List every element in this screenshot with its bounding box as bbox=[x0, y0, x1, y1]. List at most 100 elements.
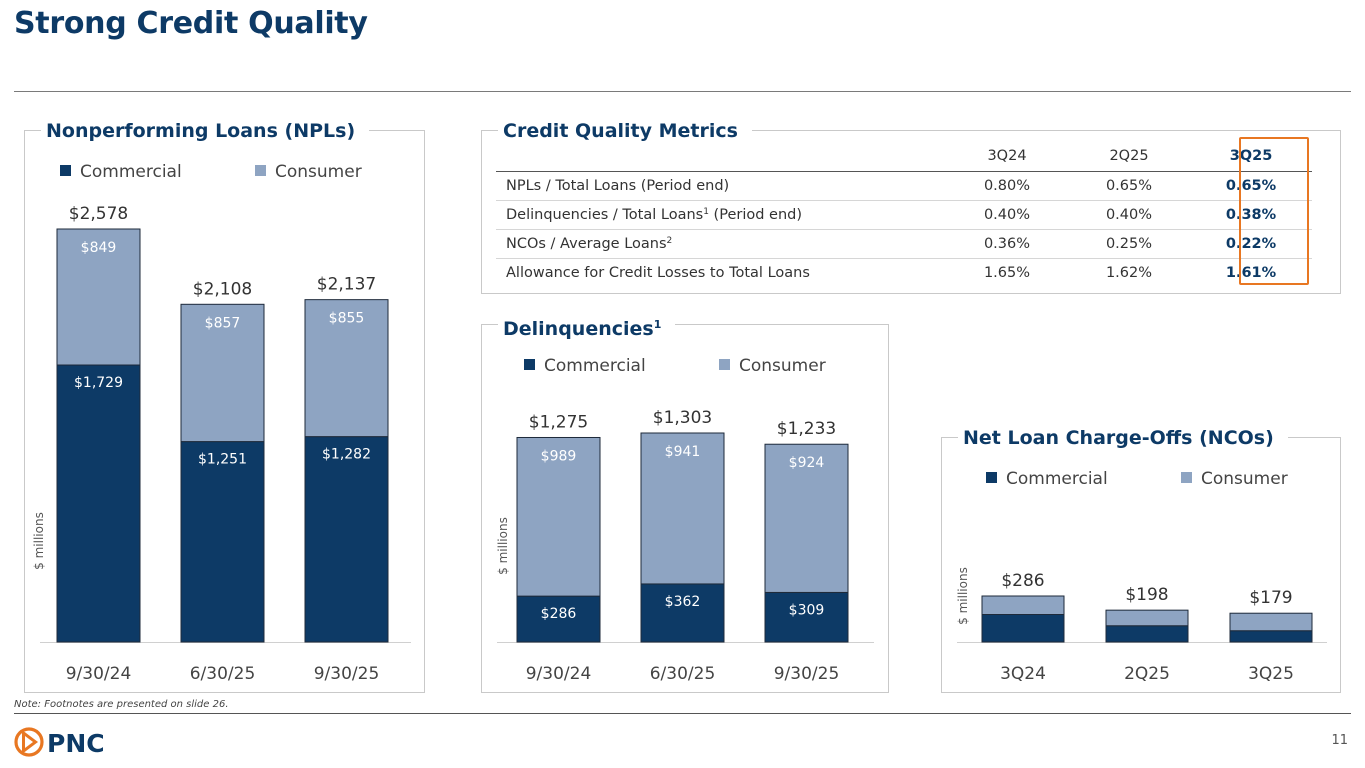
metrics-cell: 0.80% bbox=[946, 171, 1068, 201]
nco-panel-title: Net Loan Charge-Offs (NCOs) bbox=[958, 425, 1288, 451]
npl-data-label-consumer-1: $857 bbox=[205, 315, 241, 331]
footnote: Note: Footnotes are presented on slide 2… bbox=[14, 699, 229, 710]
page-number: 11 bbox=[1331, 733, 1348, 748]
pnc-logo: PNC bbox=[14, 727, 105, 758]
npl-category-label-0: 9/30/24 bbox=[66, 664, 132, 684]
metrics-cell: 1.62% bbox=[1105, 264, 1153, 281]
npl-bar-commercial-1 bbox=[180, 441, 265, 643]
metrics-col-3q24: 3Q24 bbox=[946, 142, 1068, 172]
npl-legend-consumer: Consumer bbox=[255, 162, 362, 182]
metrics-panel: Credit Quality Metrics 3Q24 2Q25 3Q25 NP… bbox=[481, 118, 1341, 294]
npl-data-label-commercial-2: $1,282 bbox=[322, 447, 371, 463]
npl-bar-consumer-1 bbox=[180, 303, 265, 443]
nco-chart: $ millions $286 3Q24 $198 2Q25 $179 3Q25 bbox=[956, 567, 1327, 684]
delinquencies-chart: $ millions $286 $989 $1,275 9/30/24 $362 $941 $… bbox=[496, 408, 874, 684]
delinquencies-category-label-0: 9/30/24 bbox=[526, 664, 592, 684]
pnc-logo-wordmark: PNC bbox=[47, 729, 105, 758]
nco-category-label-1: 2Q25 bbox=[1124, 664, 1170, 684]
delinquencies-data-label-consumer-0: $989 bbox=[541, 448, 577, 464]
y-axis-label: $ millions bbox=[956, 567, 970, 625]
npl-bar-consumer-0 bbox=[56, 228, 141, 366]
metrics-cell: 0.36% bbox=[946, 229, 1068, 259]
npl-legend-commercial: Commercial bbox=[60, 162, 182, 182]
metrics-row-label: Allowance for Credit Losses to Total Loa… bbox=[506, 264, 810, 281]
nco-category-label-2: 3Q25 bbox=[1248, 664, 1294, 684]
npl-category-label-2: 9/30/25 bbox=[314, 664, 380, 684]
delinquencies-data-label-commercial-1: $362 bbox=[665, 594, 701, 610]
delinquencies-data-label-consumer-2: $924 bbox=[789, 455, 825, 471]
delinquencies-panel: Delinquencies1 Commercial Consumer $ mil… bbox=[481, 312, 889, 693]
npl-panel: Nonperforming Loans (NPLs) Commercial Co… bbox=[24, 118, 425, 693]
metrics-cell: 0.40% bbox=[946, 200, 1068, 230]
nco-total-label-2: $179 bbox=[1249, 588, 1292, 608]
delinquencies-data-label-consumer-1: $941 bbox=[665, 444, 701, 460]
table-row: Delinquencies / Total Loans1 (Period end… bbox=[496, 200, 1312, 230]
npl-bar-commercial-0 bbox=[56, 364, 141, 643]
delinquencies-legend-commercial-label: Commercial bbox=[544, 356, 646, 376]
metrics-row-label: NPLs / Total Loans (Period end) bbox=[496, 171, 946, 201]
nco-panel: Net Loan Charge-Offs (NCOs) Commercial C… bbox=[941, 425, 1341, 693]
npl-bar-commercial-2 bbox=[304, 436, 389, 643]
nco-bar-commercial-2 bbox=[1229, 630, 1313, 643]
metrics-row-label: NCOs / Average Loans2 bbox=[496, 229, 946, 259]
npl-total-label-0: $2,578 bbox=[69, 204, 128, 224]
metrics-cell: 1.65% bbox=[983, 264, 1031, 281]
table-row: Allowance for Credit Losses to Total Loa… bbox=[496, 258, 1312, 287]
npl-data-label-commercial-0: $1,729 bbox=[74, 375, 123, 391]
pnc-logo-icon bbox=[14, 727, 44, 757]
delinquencies-total-label-2: $1,233 bbox=[777, 419, 836, 439]
commercial-swatch-icon bbox=[60, 165, 71, 176]
table-row: NCOs / Average Loans2 0.36% 0.25% 0.22% bbox=[496, 229, 1312, 259]
y-axis-label: $ millions bbox=[32, 512, 46, 570]
npl-total-label-1: $2,108 bbox=[193, 279, 252, 299]
npl-data-label-commercial-1: $1,251 bbox=[198, 452, 247, 468]
metrics-col-3q25: 3Q25 bbox=[1190, 142, 1312, 172]
npl-panel-title: Nonperforming Loans (NPLs) bbox=[41, 118, 370, 144]
metrics-cell-current: 1.61% bbox=[1225, 264, 1277, 281]
delinquencies-legend-commercial: Commercial bbox=[524, 356, 646, 376]
metrics-cell-current: 0.65% bbox=[1190, 171, 1312, 201]
metrics-col-2q25: 2Q25 bbox=[1068, 142, 1190, 172]
footer-divider bbox=[14, 713, 1351, 714]
npl-data-label-consumer-2: $855 bbox=[329, 311, 365, 327]
nco-bar-consumer-1 bbox=[1105, 609, 1189, 627]
metrics-cell-current: 0.22% bbox=[1190, 229, 1312, 259]
delinquencies-bar-commercial-1 bbox=[640, 583, 725, 643]
nco-legend-commercial-label: Commercial bbox=[1006, 469, 1108, 489]
metrics-cell: 0.40% bbox=[1068, 200, 1190, 230]
delinquencies-bar-commercial-2 bbox=[764, 591, 849, 643]
delinquencies-bar-consumer-0 bbox=[516, 436, 601, 597]
delinquencies-legend-consumer-label: Consumer bbox=[739, 356, 826, 376]
consumer-swatch-icon bbox=[719, 359, 730, 370]
nco-legend-consumer-label: Consumer bbox=[1201, 469, 1288, 489]
nco-bar-commercial-1 bbox=[1105, 625, 1189, 643]
npl-category-label-1: 6/30/25 bbox=[190, 664, 256, 684]
nco-bar-consumer-2 bbox=[1229, 612, 1313, 632]
commercial-swatch-icon bbox=[524, 359, 535, 370]
consumer-swatch-icon bbox=[255, 165, 266, 176]
nco-bar-consumer-0 bbox=[981, 595, 1065, 615]
nco-total-label-0: $286 bbox=[1001, 571, 1044, 591]
nco-category-label-0: 3Q24 bbox=[1000, 664, 1046, 684]
metrics-panel-title: Credit Quality Metrics bbox=[498, 118, 752, 144]
nco-total-label-1: $198 bbox=[1125, 585, 1168, 605]
metrics-header-row: 3Q24 2Q25 3Q25 bbox=[496, 142, 1312, 172]
page-title: Strong Credit Quality bbox=[14, 6, 368, 41]
npl-total-label-2: $2,137 bbox=[317, 275, 376, 295]
header-divider bbox=[14, 91, 1351, 92]
npl-chart: $ millions $1,729 $849 $2,578 9/30/24 $1,251 $… bbox=[32, 204, 411, 684]
delinquencies-total-label-1: $1,303 bbox=[653, 408, 712, 428]
delinquencies-category-label-2: 9/30/25 bbox=[774, 664, 840, 684]
nco-bar-commercial-0 bbox=[981, 613, 1065, 643]
commercial-swatch-icon bbox=[986, 472, 997, 483]
metrics-row-label: Delinquencies / Total Loans1 (Period end… bbox=[496, 200, 946, 230]
table-row: NPLs / Total Loans (Period end) 0.80% 0.… bbox=[496, 171, 1312, 201]
delinquencies-data-label-commercial-0: $286 bbox=[541, 606, 577, 622]
npl-legend-consumer-label: Consumer bbox=[275, 162, 362, 182]
delinquencies-legend-consumer: Consumer bbox=[719, 356, 826, 376]
nco-legend-consumer: Consumer bbox=[1181, 469, 1288, 489]
npl-bar-consumer-2 bbox=[304, 299, 389, 438]
metrics-header-blank bbox=[496, 142, 946, 172]
delinquencies-data-label-commercial-2: $309 bbox=[789, 602, 825, 618]
delinquencies-total-label-0: $1,275 bbox=[529, 412, 588, 432]
